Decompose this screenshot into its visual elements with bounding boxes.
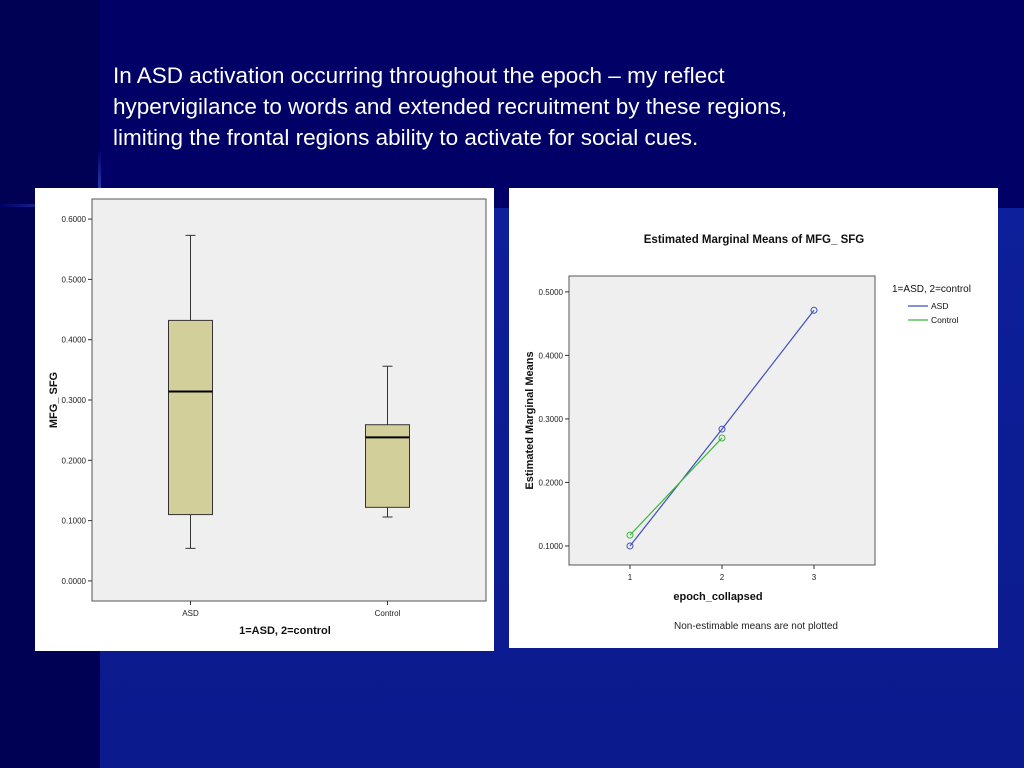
line-chart-panel: Estimated Marginal Means of MFG_ SFG 0.10… [509,188,998,648]
y-axis-label: MFG_ SFG [48,372,60,428]
series-line-asd [629,309,815,547]
y-tick-label: 0.2000 [539,478,564,487]
slide-caption: In ASD activation occurring throughout t… [113,63,788,150]
data-point-asd [810,306,818,314]
x-tick-label: 2 [720,573,725,582]
y-tick-label: 0.1000 [539,542,564,551]
y-tick-label: 0.2000 [62,456,87,465]
y-tick-label: 0.5000 [539,288,564,297]
y-tick-label: 0.5000 [62,275,87,284]
accent-line-vertical [98,150,101,210]
x-tick-label: 1 [628,573,633,582]
x-tick-label: 3 [812,573,817,582]
y-tick-label: 0.1000 [62,517,87,526]
top-background [100,0,1024,208]
legend-label: ASD [931,301,948,311]
plot-area [91,198,487,602]
marginal-means-chart: Estimated Marginal Means of MFG_ SFG 0.10… [524,234,971,632]
x-axis-label: epoch_collapsed [673,591,762,603]
legend-title: 1=ASD, 2=control [892,284,971,295]
data-point-control [718,434,726,442]
data-point-asd [626,542,634,550]
boxplot-panel: 0.0000 0.1000 0.2000 0.3000 0.4000 0.5000 0.60… [35,188,494,651]
data-point-control [626,531,634,539]
y-axis-label: Estimated Marginal Means [524,351,536,489]
x-tick-label: ASD [182,609,199,618]
y-tick-label: 0.3000 [539,415,564,424]
y-tick-label: 0.4000 [539,351,564,360]
y-tick-label: 0.4000 [62,336,87,345]
data-point-asd [718,425,726,433]
box-asd [168,319,213,516]
boxplot-chart: 0.0000 0.1000 0.2000 0.3000 0.4000 0.5000 0.60… [48,198,487,637]
legend-label: Control [931,315,959,325]
y-tick-label: 0.0000 [62,577,87,586]
chart-footnote: Non-estimable means are not plotted [674,621,838,632]
x-axis-label: 1=ASD, 2=control [239,625,331,637]
x-tick-label: Control [375,609,401,618]
box-control [365,424,410,508]
chart-title: Estimated Marginal Means of MFG_ SFG [644,234,865,246]
y-tick-label: 0.6000 [62,215,87,224]
series-line-control [629,437,723,536]
y-tick-label: 0.3000 [62,396,87,405]
plot-area [568,275,876,566]
